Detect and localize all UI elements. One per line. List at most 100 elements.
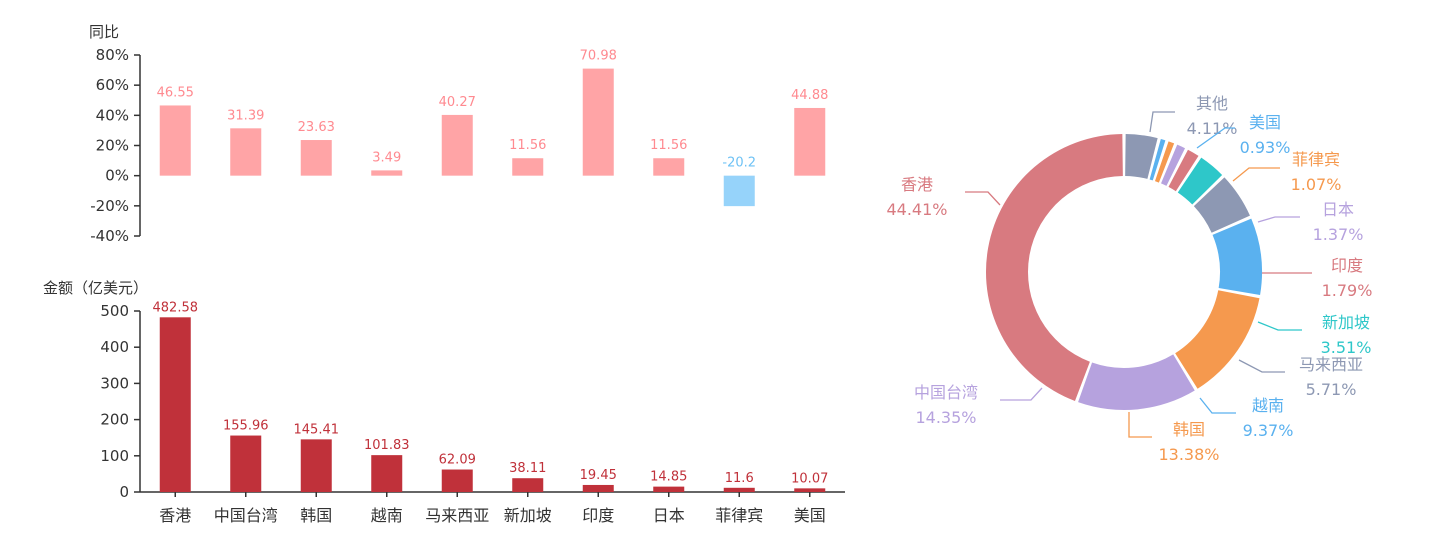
category-label: 日本 — [653, 506, 685, 525]
category-label: 新加坡 — [504, 506, 552, 525]
donut-slice — [1149, 139, 1166, 181]
amount-bar-chart: 金额（亿美元） 0 100 200 300 400 500 482.58 155.96 145… — [43, 279, 845, 525]
yoy-bar — [300, 140, 332, 176]
amount-bar — [794, 488, 826, 492]
share-donut-chart: 其他 4.11% 美国 0.93%菲律宾 1.07% 日本 1.37% 印度 1.79% 新加坡 3… — [886, 94, 1372, 464]
yoy-bar — [723, 175, 755, 207]
category-label: 美国 — [794, 506, 826, 525]
donut-slice-name: 中国台湾 — [914, 383, 978, 402]
donut-slice — [1078, 354, 1195, 410]
donut-slice-percent: 13.38% — [1158, 445, 1219, 464]
donut-slice-percent: 44.41% — [886, 200, 947, 219]
amount-value-label: 482.58 — [153, 300, 199, 315]
amount-value-label: 14.85 — [650, 470, 687, 485]
donut-slice-name: 香港 — [901, 175, 933, 194]
yoy-bar — [794, 107, 826, 176]
amount-value-label: 19.45 — [580, 468, 617, 483]
donut-slice-percent: 0.93% — [1240, 138, 1291, 157]
yoy-bar — [371, 170, 403, 176]
amount-tick-label: 500 — [100, 302, 129, 320]
yoy-value-label: 70.98 — [580, 49, 617, 64]
donut-leader-line — [1128, 412, 1152, 438]
amount-tick-label: 200 — [100, 411, 129, 429]
donut-slice-percent: 4.11% — [1187, 119, 1238, 138]
donut-slice-percent: 9.37% — [1243, 421, 1294, 440]
donut-slice-name: 马来西亚 — [1299, 355, 1363, 374]
yoy-value-label: -20.2 — [722, 156, 756, 171]
amount-tick-label: 300 — [100, 374, 129, 392]
donut-leader-line — [1000, 387, 1043, 401]
donut-leader-line — [1149, 111, 1175, 133]
amount-bar — [723, 487, 755, 492]
yoy-bar — [441, 114, 473, 176]
donut-slice-name: 菲律宾 — [1292, 150, 1340, 169]
donut-slice-name: 日本 — [1322, 200, 1354, 219]
donut-slice-percent: 1.37% — [1313, 225, 1364, 244]
amount-value-label: 10.07 — [791, 471, 828, 486]
amount-axis-title: 金额（亿美元） — [43, 279, 148, 297]
donut-slice-name: 韩国 — [1173, 420, 1205, 439]
yoy-tick-label: -20% — [90, 197, 129, 215]
donut-leader-line — [1257, 216, 1300, 223]
yoy-value-label: 31.39 — [227, 108, 264, 123]
category-label: 越南 — [371, 506, 403, 525]
yoy-tick-label: 40% — [96, 106, 129, 124]
donut-slice — [1161, 144, 1186, 186]
yoy-value-label: 11.56 — [650, 138, 687, 153]
donut-slice — [1212, 218, 1262, 296]
yoy-bar — [582, 68, 614, 176]
yoy-bar — [159, 105, 191, 176]
donut-slice-percent: 14.35% — [915, 408, 976, 427]
amount-tick-label: 100 — [100, 447, 129, 465]
category-label: 菲律宾 — [715, 506, 763, 525]
amount-bar — [300, 439, 332, 492]
donut-slice — [1125, 134, 1158, 179]
yoy-tick-label: -40% — [90, 227, 129, 245]
donut-leader-line — [965, 191, 1001, 206]
donut-slice — [1168, 149, 1199, 192]
donut-slice — [1175, 290, 1260, 389]
yoy-bar — [230, 128, 262, 176]
yoy-tick-label: 80% — [96, 46, 129, 64]
yoy-value-label: 23.63 — [298, 120, 335, 135]
yoy-value-label: 11.56 — [509, 138, 546, 153]
amount-value-label: 101.83 — [364, 438, 410, 453]
donut-slice-percent: 3.51% — [1321, 338, 1372, 357]
amount-bar — [371, 455, 403, 492]
yoy-bar — [512, 158, 544, 176]
yoy-value-label: 40.27 — [439, 95, 476, 110]
amount-bar — [512, 478, 544, 492]
category-label: 香港 — [159, 506, 191, 525]
donut-slice-percent: 5.71% — [1306, 380, 1357, 399]
amount-value-label: 62.09 — [439, 453, 476, 468]
amount-bar — [441, 469, 473, 492]
donut-slice-name: 其他 — [1196, 94, 1228, 113]
donut-leader-line — [1196, 127, 1235, 149]
donut-slice-name: 越南 — [1252, 396, 1284, 415]
amount-value-label: 155.96 — [223, 419, 269, 434]
amount-bar — [230, 435, 262, 492]
donut-slice-name: 印度 — [1331, 256, 1363, 275]
yoy-value-label: 46.55 — [157, 85, 194, 100]
amount-bar — [582, 484, 614, 492]
donut-slice-percent: 1.79% — [1322, 281, 1373, 300]
donut-leader-line — [1238, 359, 1285, 373]
yoy-bar — [653, 158, 685, 176]
yoy-tick-label: 0% — [105, 167, 129, 185]
amount-value-label: 38.11 — [509, 461, 546, 476]
donut-slice-name: 新加坡 — [1322, 313, 1370, 332]
amount-bar — [159, 317, 191, 492]
yoy-bar-chart: 同比 -40% -20% 0% 20% 40% 60% 80% 46.55 31.39 23.6… — [89, 23, 828, 245]
amount-bar — [653, 486, 685, 492]
yoy-value-label: 3.49 — [372, 150, 401, 165]
amount-value-label: 145.41 — [294, 422, 340, 437]
donut-slice — [985, 134, 1123, 401]
category-label: 韩国 — [300, 506, 332, 525]
category-label: 中国台湾 — [214, 506, 278, 525]
donut-slice — [1154, 141, 1175, 183]
yoy-value-label: 44.88 — [791, 88, 828, 103]
donut-slice-name: 美国 — [1249, 113, 1281, 132]
donut-leader-line — [1199, 397, 1236, 414]
